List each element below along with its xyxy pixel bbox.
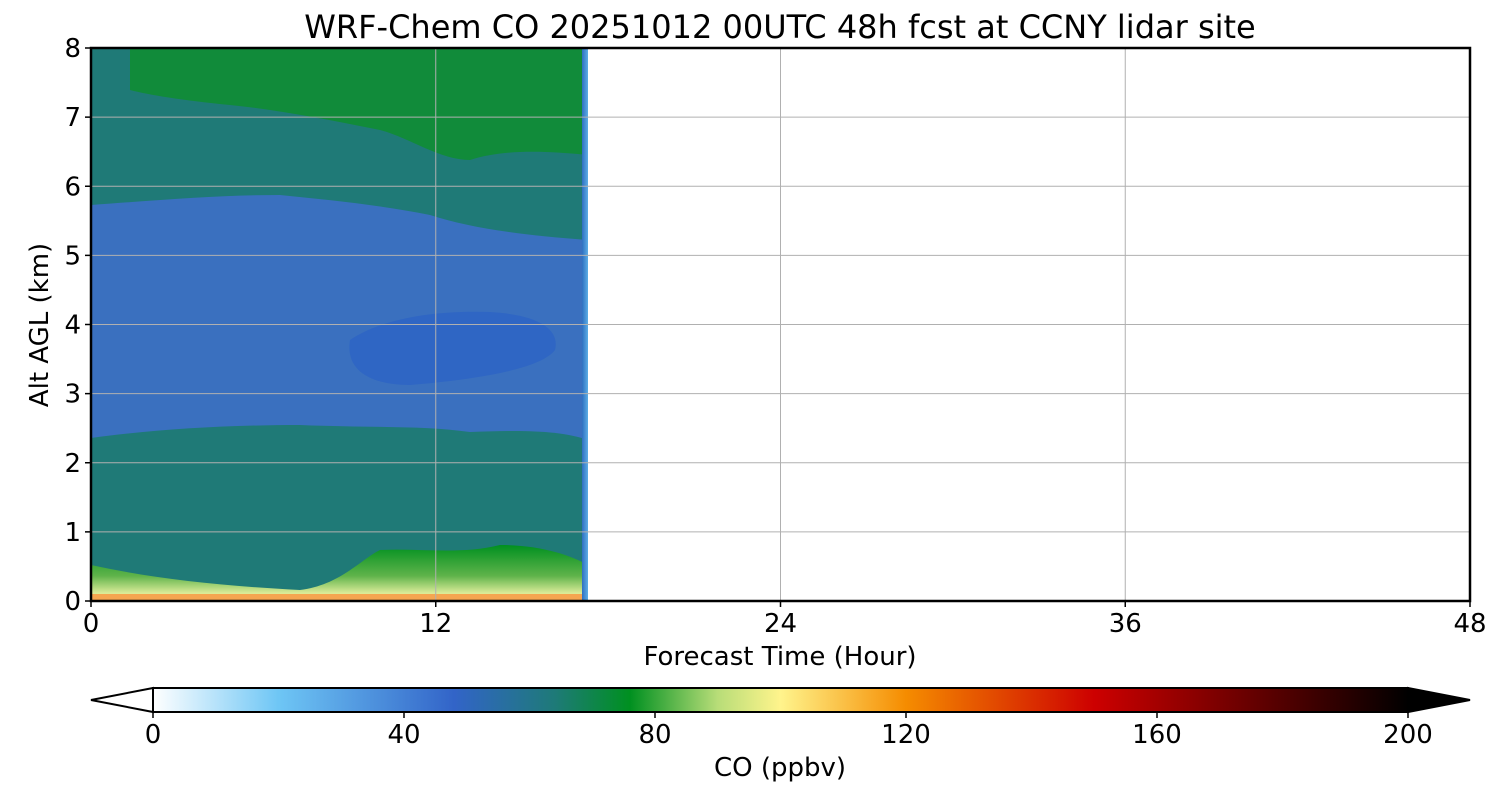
colorbar-tick-label: 200	[1383, 720, 1433, 750]
x-axis-label: Forecast Time (Hour)	[643, 642, 916, 672]
colorbar-tick-label: 80	[638, 720, 671, 750]
x-tick-label: 12	[419, 609, 452, 639]
y-axis-ticks: 0 1 2 3 4 5 6 7 8	[64, 34, 91, 617]
colorbar-label: CO (ppbv)	[714, 753, 846, 783]
colorbar-tick-label: 40	[387, 720, 420, 750]
y-tick-label: 8	[64, 34, 81, 64]
y-tick-label: 6	[64, 172, 81, 202]
colorbar-tick-label: 120	[881, 720, 931, 750]
colorbar: 0 40 80 120 160 200 CO (ppbv)	[90, 686, 1471, 783]
chart-title: WRF-Chem CO 20251012 00UTC 48h fcst at C…	[304, 8, 1255, 46]
y-tick-label: 5	[64, 241, 81, 271]
y-tick-label: 1	[64, 518, 81, 548]
colorbar-extend-max	[1407, 686, 1471, 714]
colorbar-bar	[153, 688, 1408, 712]
y-tick-label: 3	[64, 380, 81, 410]
x-tick-label: 36	[1109, 609, 1142, 639]
y-tick-label: 2	[64, 449, 81, 479]
y-tick-label: 4	[64, 311, 81, 341]
y-axis-label: Alt AGL (km)	[25, 243, 55, 407]
x-tick-label: 0	[83, 609, 100, 639]
colorbar-outline	[152, 687, 1409, 713]
x-tick-label: 24	[764, 609, 797, 639]
region-surface-layer	[91, 594, 588, 601]
x-axis-ticks: 0 12 24 36 48	[83, 601, 1487, 639]
colorbar-tick-label: 160	[1132, 720, 1182, 750]
colorbar-tick-label: 0	[145, 720, 162, 750]
y-tick-label: 7	[64, 103, 81, 133]
colorbar-extend-min	[90, 686, 154, 714]
y-tick-label: 0	[64, 587, 81, 617]
colorbar-ticks: 0 40 80 120 160 200	[145, 712, 1433, 750]
region-upper-green	[130, 48, 588, 160]
x-tick-label: 48	[1453, 609, 1486, 639]
region-blue-core	[349, 311, 556, 385]
region-boundary-layer	[91, 545, 588, 601]
